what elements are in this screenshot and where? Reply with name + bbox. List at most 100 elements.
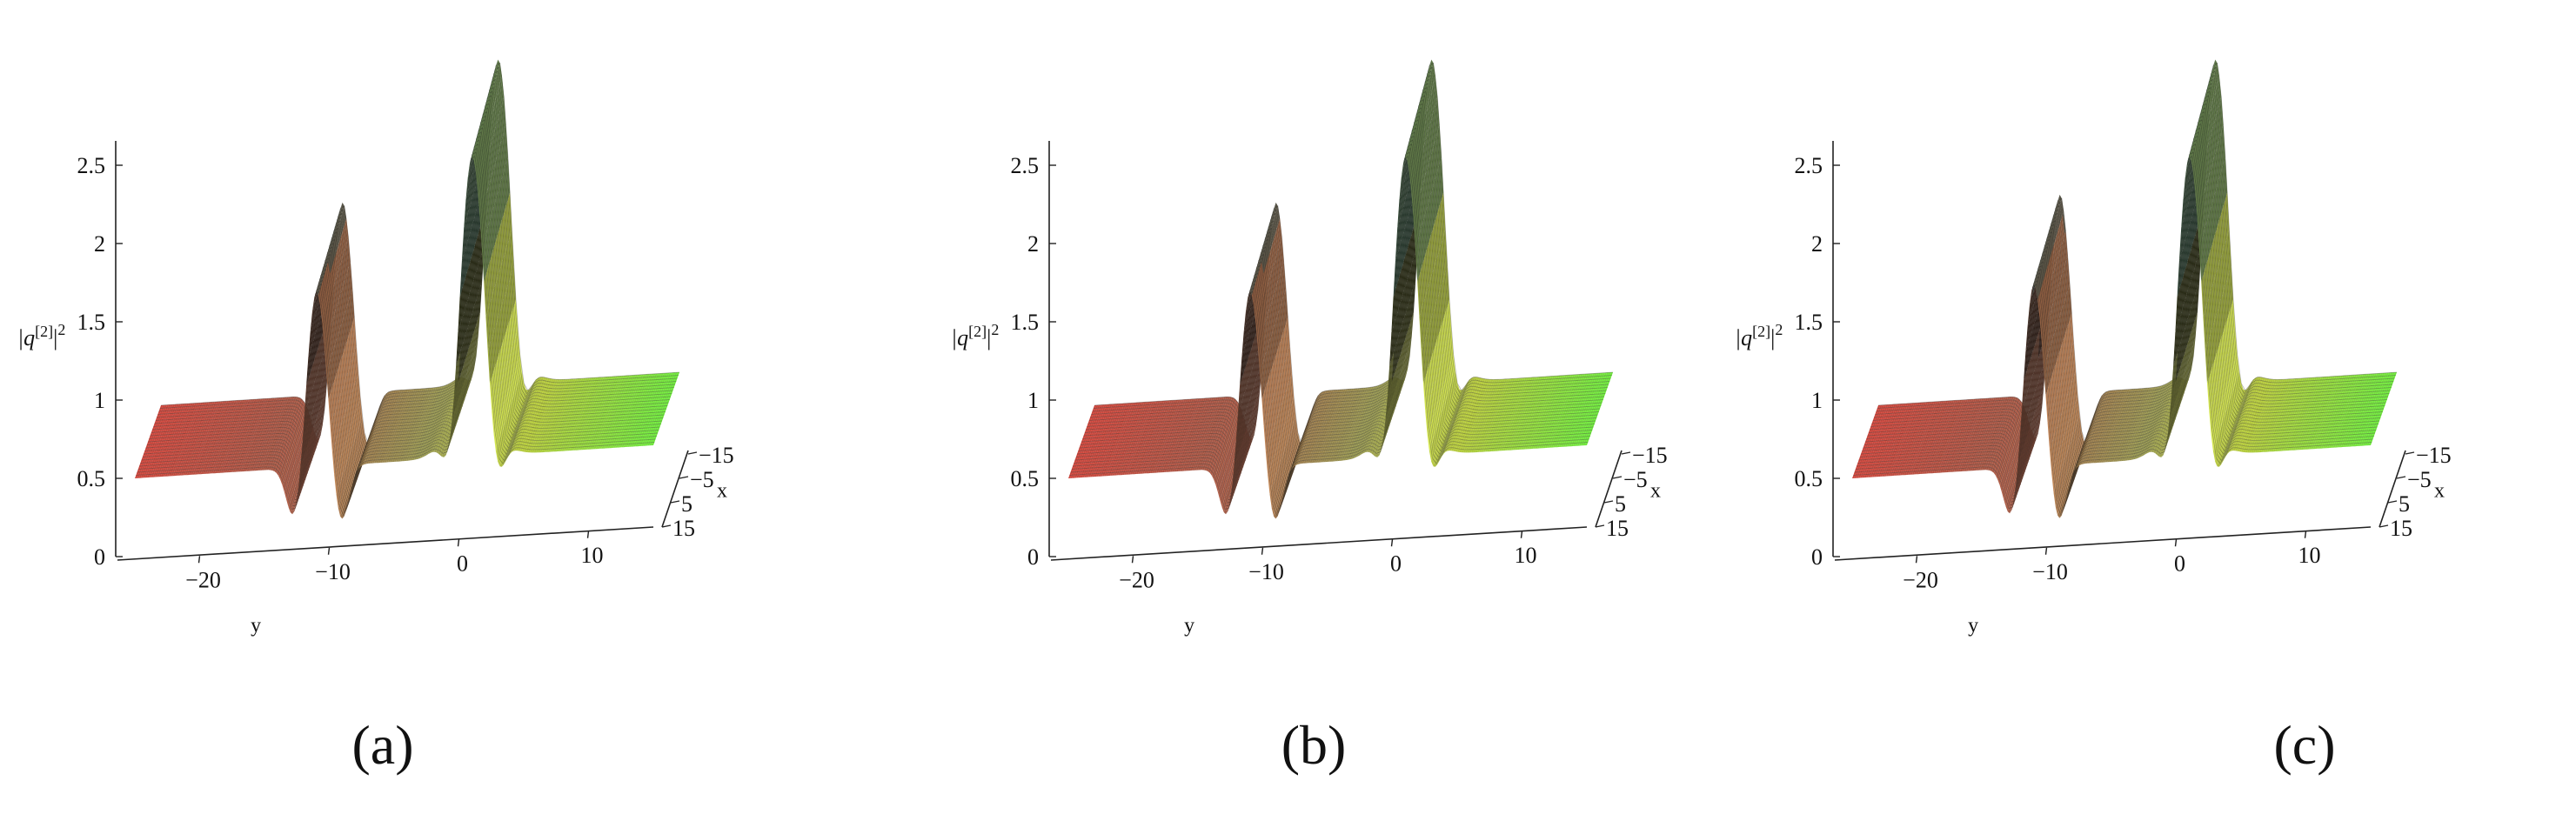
surface-patch — [424, 390, 427, 395]
surface-patch — [218, 410, 222, 414]
surface-patch — [617, 378, 621, 383]
surface-patch — [475, 291, 479, 326]
surface-patch — [538, 396, 542, 400]
surface-patch — [318, 384, 321, 415]
surface-patch — [157, 414, 160, 417]
surface-patch — [244, 426, 247, 431]
surface-patch — [252, 408, 256, 411]
surface-patch — [636, 374, 640, 378]
surface-patch — [430, 396, 433, 400]
surface-patch — [274, 400, 278, 404]
surface-patch — [157, 431, 162, 436]
surface-patch — [509, 384, 512, 405]
surface-patch — [329, 236, 333, 246]
surface-patch — [536, 395, 539, 399]
surface-patch — [638, 398, 641, 402]
surface-patch — [516, 384, 520, 400]
surface-patch — [424, 403, 427, 407]
surface-patch — [295, 417, 298, 424]
surface-patch — [399, 417, 403, 420]
surface-patch — [338, 206, 342, 217]
surface-patch — [514, 409, 518, 418]
surface-patch — [658, 373, 662, 377]
surface-patch — [393, 417, 397, 421]
surface-patch — [161, 423, 164, 426]
surface-patch — [536, 389, 540, 393]
surface-patch — [610, 388, 613, 392]
surface-patch — [255, 410, 258, 415]
surface-patch — [271, 397, 275, 402]
surface-patch — [565, 388, 569, 391]
surface-patch — [503, 255, 506, 295]
surface-patch — [159, 423, 163, 427]
surface-patch — [666, 372, 670, 377]
surface-patch — [217, 422, 222, 426]
surface-patch — [644, 374, 648, 377]
surface-patch — [343, 348, 347, 380]
surface-patch — [466, 377, 470, 393]
surface-patch — [348, 299, 351, 331]
surface-patch — [426, 411, 430, 415]
surface-patch — [586, 377, 590, 382]
surface-patch — [397, 396, 400, 399]
surface-patch — [463, 387, 466, 404]
surface-patch — [349, 296, 352, 328]
surface-patch — [392, 402, 397, 406]
surface-patch — [439, 404, 443, 409]
surface-patch — [517, 382, 521, 397]
surface-patch — [444, 392, 447, 397]
surface-patch — [600, 404, 605, 407]
surface-patch — [524, 401, 528, 408]
surface-patch — [230, 400, 233, 404]
surface-patch — [447, 405, 451, 410]
surface-patch — [423, 388, 426, 392]
surface-patch — [240, 409, 244, 412]
surface-patch — [351, 392, 354, 420]
surface-patch — [157, 410, 161, 415]
surface-patch — [241, 399, 245, 404]
surface-patch — [232, 409, 236, 413]
surface-patch — [374, 417, 378, 424]
surface-patch — [402, 407, 406, 411]
surface-patch — [620, 381, 624, 385]
mesh-line — [151, 98, 670, 473]
surface-patch — [375, 419, 379, 424]
surface-patch — [237, 430, 240, 434]
surface-patch — [392, 408, 396, 411]
surface-patch — [611, 385, 615, 389]
surface-patch — [470, 309, 474, 344]
surface-patch — [515, 332, 519, 361]
surface-patch — [284, 415, 289, 418]
surface-patch — [524, 398, 528, 405]
surface-patch — [651, 389, 654, 392]
surface-patch — [401, 410, 405, 414]
surface-patch — [278, 421, 282, 425]
surface-patch — [204, 402, 207, 406]
surface-patch — [430, 410, 434, 415]
surface-patch — [215, 425, 218, 429]
surface-patch — [637, 384, 640, 387]
surface-patch — [572, 393, 577, 397]
surface-patch — [180, 406, 184, 410]
surface-patch — [522, 404, 525, 411]
surface-patch — [646, 395, 650, 398]
surface-patch — [421, 403, 425, 407]
surface-patch — [233, 406, 237, 410]
surface-patch — [568, 405, 572, 410]
surface-patch — [410, 397, 413, 402]
surface-patch — [235, 412, 238, 416]
surface-patch — [562, 379, 566, 383]
surface-patch — [465, 386, 469, 397]
surface-patch — [222, 422, 225, 425]
surface-patch — [186, 424, 190, 428]
surface-patch — [240, 424, 244, 427]
surface-patch — [628, 402, 632, 405]
surface-patch — [177, 410, 181, 413]
surface-patch — [622, 381, 626, 385]
surface-patch — [491, 112, 494, 137]
surface-patch — [221, 401, 225, 404]
surface-patch — [285, 403, 289, 407]
surface-patch — [166, 413, 170, 417]
surface-patch — [535, 386, 539, 390]
surface-patch — [276, 412, 279, 417]
